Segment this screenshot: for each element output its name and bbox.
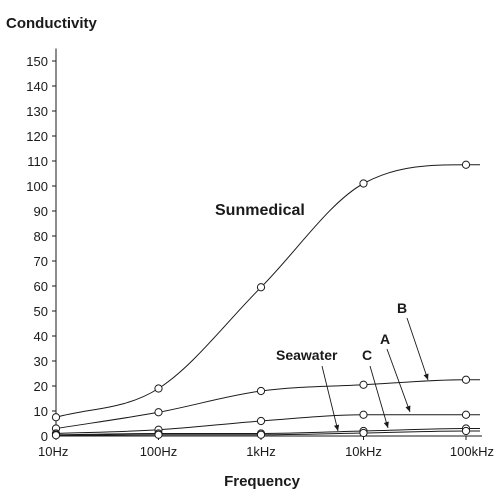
y-tick-label: 100: [26, 179, 48, 194]
y-tick-label: 110: [27, 154, 48, 169]
data-point-a: [461, 410, 471, 419]
y-tick-label: 0: [41, 429, 48, 444]
leader-line-c: [369, 365, 389, 429]
series-label-c: C: [362, 347, 372, 363]
series-label-a: A: [380, 331, 390, 347]
y-tick-label: 60: [34, 279, 48, 294]
leader-arrow-b: [423, 373, 429, 380]
series-label-seawater: Seawater: [276, 347, 338, 363]
data-point-seawater: [154, 430, 163, 439]
data-point-b: [154, 408, 163, 417]
y-tick-label: 130: [26, 104, 48, 119]
y-tick-label: 20: [34, 379, 48, 394]
data-point-seawater: [461, 426, 471, 436]
y-tick-label: 150: [26, 54, 48, 69]
data-point-sunmedical: [256, 283, 266, 292]
series-line-b: [55, 379, 480, 429]
y-tick-label: 50: [34, 304, 48, 319]
data-point-a: [256, 416, 266, 426]
data-point-b: [461, 375, 471, 384]
x-tick-label: 100kHz: [450, 444, 494, 459]
x-tick-label: 100Hz: [140, 444, 178, 459]
leader-arrow-c: [383, 421, 389, 428]
data-point-b: [256, 386, 266, 396]
series-label-b: B: [397, 300, 407, 316]
x-tick-label: 10Hz: [38, 444, 68, 459]
series-label-sunmedical: Sunmedical: [215, 202, 305, 219]
x-axis-label: Frequency: [224, 473, 301, 490]
data-point-sunmedical: [154, 384, 163, 393]
leader-arrow-seawater: [334, 424, 340, 431]
data-point-seawater: [359, 428, 368, 438]
x-ticks: 10Hz 100Hz 1kHz 10kHz 100kHz: [38, 436, 494, 459]
series-labels: Sunmedical BA Seawater C: [215, 202, 429, 432]
y-tick-label: 80: [34, 229, 48, 244]
data-point-a: [359, 410, 368, 419]
leader-line-a: [386, 348, 411, 413]
x-tick-label: 1kHz: [246, 444, 276, 459]
data-point-b: [359, 380, 368, 389]
y-axis-label: Conductivity: [6, 15, 97, 32]
leader-line-b: [406, 317, 429, 381]
y-tick-label: 30: [34, 354, 48, 369]
y-tick-label: 40: [34, 329, 48, 344]
y-ticks: 0 10 20 30 40 50 60 70 80 90 100 110 120 130 140 150: [26, 54, 56, 444]
series-line-a: [55, 414, 480, 434]
y-tick-label: 10: [34, 404, 48, 419]
leader-line-seawater: [321, 365, 339, 432]
data-point-sunmedical: [51, 413, 61, 422]
axes: [55, 48, 482, 437]
y-tick-label: 140: [26, 79, 48, 94]
series-group: [51, 160, 480, 440]
data-point-sunmedical: [461, 160, 471, 169]
y-tick-label: 90: [34, 204, 48, 219]
y-tick-label: 120: [26, 129, 48, 144]
data-point-seawater: [51, 431, 61, 440]
data-point-sunmedical: [359, 179, 368, 188]
data-point-seawater: [256, 430, 266, 439]
x-tick-label: 10kHz: [345, 444, 382, 459]
y-tick-label: 70: [34, 254, 48, 269]
leader-arrow-a: [405, 405, 411, 412]
